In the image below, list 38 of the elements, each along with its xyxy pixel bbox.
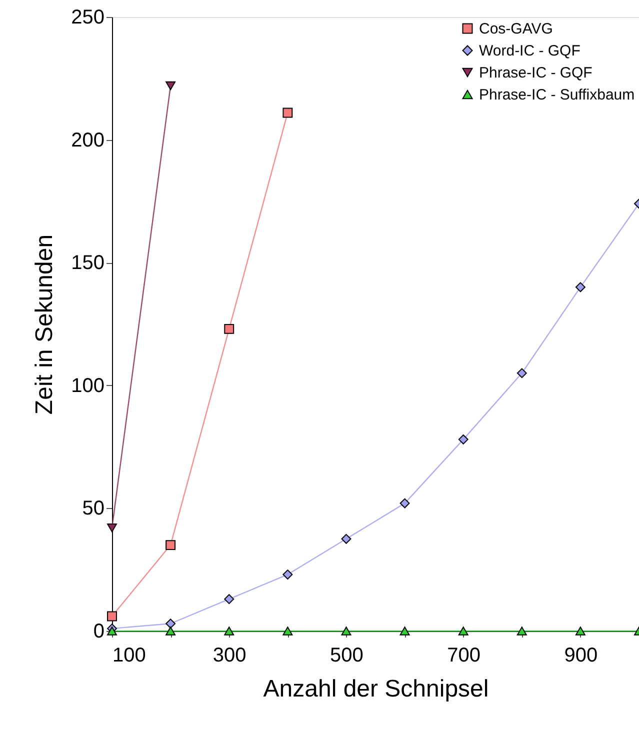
point [458,626,468,636]
point [166,618,176,629]
point [282,626,293,636]
point [400,626,410,636]
y-tick-label: 0 [93,620,104,642]
point [282,108,293,118]
x-axis-title: Anzahl der Schnipsel [263,676,489,702]
y-tick-label: 100 [71,374,104,397]
point [575,282,586,292]
x-tick-label: 300 [212,644,246,666]
point [224,626,234,636]
point [400,498,410,508]
x-tick-label: 500 [330,644,364,666]
y-axis-title: Zeit in Sekunden [31,234,58,415]
point [224,594,234,604]
point [107,611,117,622]
y-tick-label: 200 [71,129,104,152]
x-tick-label: 900 [564,644,598,666]
legend-label: Phrase-IC - GQF [479,64,592,82]
legend-label: Phrase-IC - Suffixbaum [479,86,635,104]
y-tick-label: 250 [71,6,104,28]
point [166,626,176,636]
x-tick-label: 700 [447,644,481,666]
point [341,534,352,544]
y-tick-label: 50 [82,498,104,520]
point [224,324,234,334]
point [341,626,352,636]
point [516,626,527,636]
point [575,626,586,636]
point [516,368,527,378]
y-tick-label: 150 [71,252,104,274]
point [458,434,468,444]
point [107,626,117,636]
point [166,540,176,550]
point [282,570,293,580]
legend-label: Cos-GAVG [479,20,553,38]
legend-label: Word-IC - GQF [479,42,580,60]
x-tick-label: 100 [112,644,146,666]
